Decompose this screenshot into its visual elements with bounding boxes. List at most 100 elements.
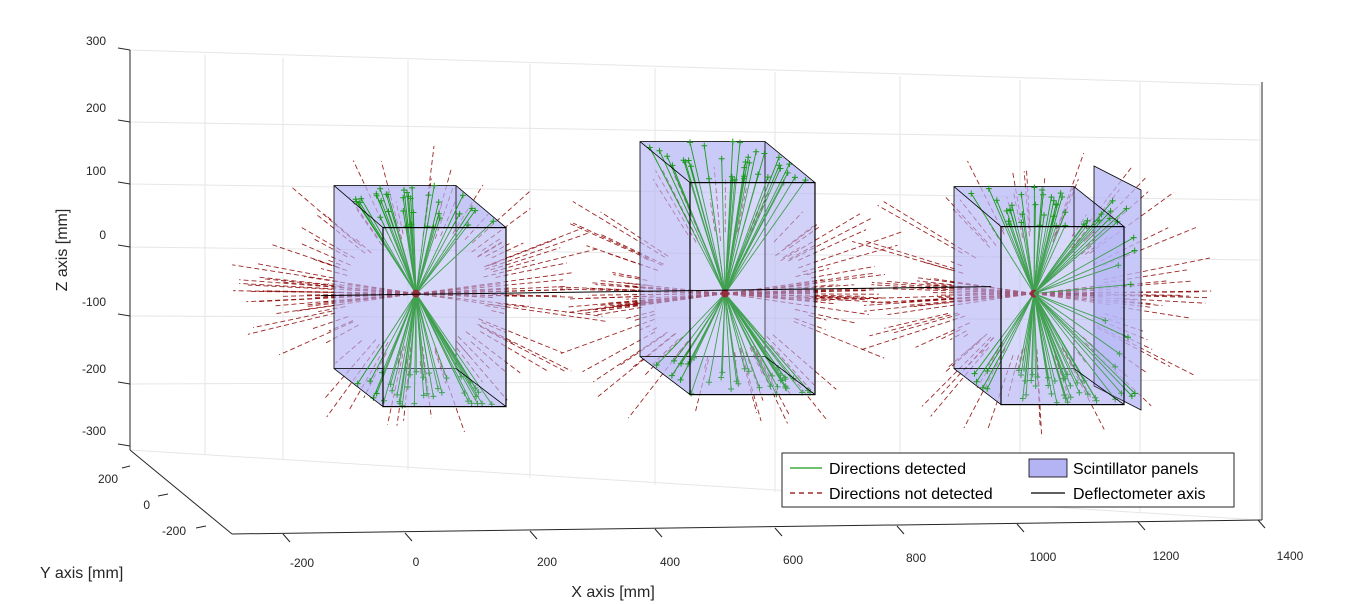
x-tick-labels: -200 0 200 400 600 800 1000 1200 1400 bbox=[290, 549, 1304, 570]
detected-hit-marker bbox=[678, 360, 685, 367]
legend-label-detected: Directions detected bbox=[829, 461, 966, 478]
x-tick-label: 600 bbox=[783, 553, 803, 567]
detected-ray bbox=[415, 195, 429, 294]
not-detected-ray bbox=[490, 247, 561, 271]
deflectometer-axis bbox=[320, 286, 992, 297]
x-tick-label: 1400 bbox=[1277, 549, 1304, 563]
not-detected-ray bbox=[803, 284, 855, 289]
detected-ray bbox=[379, 188, 417, 294]
detected-ray bbox=[1033, 293, 1106, 322]
not-detected-ray bbox=[940, 329, 961, 340]
detected-ray bbox=[976, 293, 1035, 383]
detected-ray bbox=[680, 293, 726, 364]
not-detected-ray bbox=[278, 321, 354, 356]
detected-ray bbox=[986, 293, 1035, 389]
detected-hit-marker bbox=[664, 153, 671, 160]
scintillator-panel bbox=[334, 185, 383, 407]
detected-ray bbox=[415, 293, 430, 374]
detected-hit-marker bbox=[741, 175, 747, 182]
detected-hit-marker bbox=[425, 192, 432, 199]
detected-hit-marker bbox=[475, 389, 482, 396]
detected-hit-marker bbox=[438, 389, 445, 396]
not-detected-ray bbox=[944, 195, 988, 243]
panel-edge bbox=[953, 368, 1002, 405]
z-tick-label: -300 bbox=[82, 424, 106, 438]
detected-hit-marker bbox=[1032, 383, 1039, 389]
detected-hit-marker bbox=[358, 195, 365, 202]
detected-hit-marker bbox=[352, 196, 359, 203]
not-detected-ray bbox=[600, 211, 669, 257]
detected-hit-marker bbox=[677, 376, 684, 383]
x-tick-label: 1000 bbox=[1030, 550, 1057, 564]
detected-ray bbox=[649, 147, 726, 294]
not-detected-ray bbox=[597, 293, 726, 307]
not-detected-ray bbox=[492, 259, 535, 273]
detected-hit-marker bbox=[377, 214, 384, 221]
detected-ray bbox=[724, 293, 786, 387]
detected-hit-marker bbox=[776, 154, 782, 161]
not-detected-ray bbox=[1103, 269, 1187, 284]
not-detected-ray bbox=[772, 334, 837, 390]
not-detected-ray bbox=[607, 252, 644, 266]
detected-hit-marker bbox=[1023, 391, 1030, 398]
not-detected-ray bbox=[481, 321, 507, 334]
not-detected-ray bbox=[750, 192, 770, 233]
not-detected-ray bbox=[589, 282, 726, 295]
detected-hit-marker bbox=[728, 386, 735, 392]
not-detected-ray bbox=[328, 259, 341, 266]
not-detected-ray bbox=[485, 305, 506, 310]
not-detected-ray bbox=[950, 261, 963, 267]
not-detected-ray bbox=[572, 222, 650, 259]
detected-ray bbox=[724, 293, 811, 393]
detected-hit-marker bbox=[479, 400, 486, 407]
detected-hit-marker bbox=[680, 157, 687, 164]
not-detected-ray bbox=[613, 274, 648, 281]
not-detected-ray bbox=[796, 272, 876, 285]
detected-hit-marker bbox=[411, 400, 418, 407]
not-detected-ray bbox=[485, 243, 510, 257]
detected-hit-marker bbox=[745, 154, 752, 161]
not-detected-ray bbox=[456, 347, 483, 383]
not-detected-ray bbox=[318, 306, 346, 313]
detected-ray bbox=[390, 293, 417, 385]
detected-hit-marker bbox=[381, 397, 387, 404]
detected-hit-marker bbox=[1125, 334, 1131, 341]
not-detected-ray bbox=[560, 288, 651, 292]
not-detected-ray bbox=[766, 336, 815, 386]
not-detected-ray bbox=[612, 272, 640, 279]
not-detected-ray bbox=[644, 336, 683, 376]
z-tick-label: -200 bbox=[82, 362, 106, 376]
not-detected-ray bbox=[269, 243, 338, 268]
panel-edge bbox=[953, 186, 1002, 227]
not-detected-ray bbox=[752, 345, 790, 416]
not-detected-ray bbox=[487, 239, 556, 267]
detected-hit-marker bbox=[1083, 223, 1090, 229]
panel-edge bbox=[1073, 186, 1125, 227]
detected-hit-marker bbox=[1102, 317, 1109, 324]
detected-hit-marker bbox=[1005, 218, 1012, 225]
detected-ray bbox=[1033, 293, 1136, 394]
not-detected-ray bbox=[422, 145, 435, 237]
not-detected-ray bbox=[618, 334, 665, 367]
not-detected-ray bbox=[498, 303, 603, 317]
detected-hit-marker bbox=[1039, 187, 1046, 193]
detected-hit-marker bbox=[426, 370, 433, 377]
detected-hit-marker bbox=[409, 184, 416, 191]
detected-ray bbox=[396, 293, 417, 395]
not-detected-ray bbox=[495, 262, 567, 278]
detected-ray bbox=[724, 163, 790, 294]
not-detected-ray bbox=[282, 281, 417, 295]
not-detected-ray bbox=[292, 187, 358, 244]
detected-hit-marker bbox=[1131, 247, 1138, 254]
detected-hit-marker bbox=[468, 400, 475, 407]
detected-ray bbox=[720, 293, 726, 378]
detected-ray bbox=[988, 188, 1035, 294]
not-detected-ray bbox=[415, 293, 507, 297]
not-detected-ray bbox=[598, 279, 726, 295]
detected-ray bbox=[398, 293, 417, 402]
y-tick-label: 200 bbox=[98, 472, 118, 486]
detected-ray bbox=[415, 201, 440, 294]
detected-hit-marker bbox=[1123, 205, 1130, 212]
not-detected-ray bbox=[597, 332, 677, 397]
